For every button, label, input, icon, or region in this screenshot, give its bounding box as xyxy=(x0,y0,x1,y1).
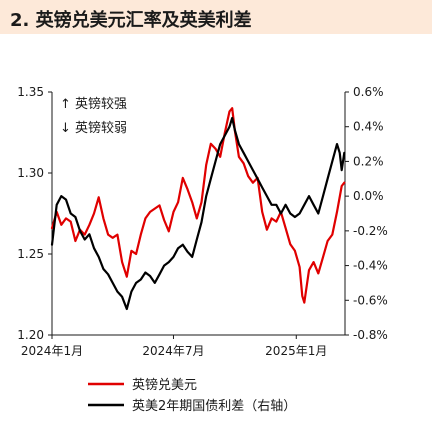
left-tick-label: 1.30 xyxy=(17,166,44,180)
right-tick-label: -0.2% xyxy=(353,224,388,238)
legend-label: 英镑兑美元 xyxy=(132,377,197,393)
series-line-gbpusd xyxy=(50,107,346,304)
chart-annotations: ↑ 英镑较强 ↓ 英镑较弱 xyxy=(60,96,127,136)
chart-title: 2. 英镑兑美元汇率及英美利差 xyxy=(10,10,252,31)
left-tick-label: 1.25 xyxy=(17,247,44,261)
left-tick-label: 1.20 xyxy=(17,328,44,342)
chart-lines xyxy=(50,107,346,311)
right-tick-label: 0.4% xyxy=(353,120,384,134)
x-tick-label: 2024年7月 xyxy=(142,344,204,358)
right-tick-label: 0.0% xyxy=(353,189,384,203)
title-bar xyxy=(0,0,432,34)
series-line-spread xyxy=(50,116,346,311)
x-tick-label: 2024年1月 xyxy=(21,344,83,358)
legend-label: 英美2年期国债利差（右轴） xyxy=(132,399,296,414)
annotation-stronger: ↑ 英镑较强 xyxy=(60,96,127,112)
right-tick-label: 0.6% xyxy=(353,85,384,99)
x-tick-label: 2025年1月 xyxy=(265,344,327,358)
right-tick-label: -0.8% xyxy=(353,328,388,342)
right-tick-label: 0.2% xyxy=(353,154,384,168)
chart-axes: 1.35 1.30 1.25 1.20 0.6% 0.4% 0.2% 0.0% -0.2% -0.… xyxy=(17,85,388,358)
left-tick-label: 1.35 xyxy=(17,85,44,99)
right-tick-label: -0.6% xyxy=(353,293,388,307)
right-tick-label: -0.4% xyxy=(353,259,388,273)
annotation-weaker: ↓ 英镑较弱 xyxy=(60,120,127,136)
